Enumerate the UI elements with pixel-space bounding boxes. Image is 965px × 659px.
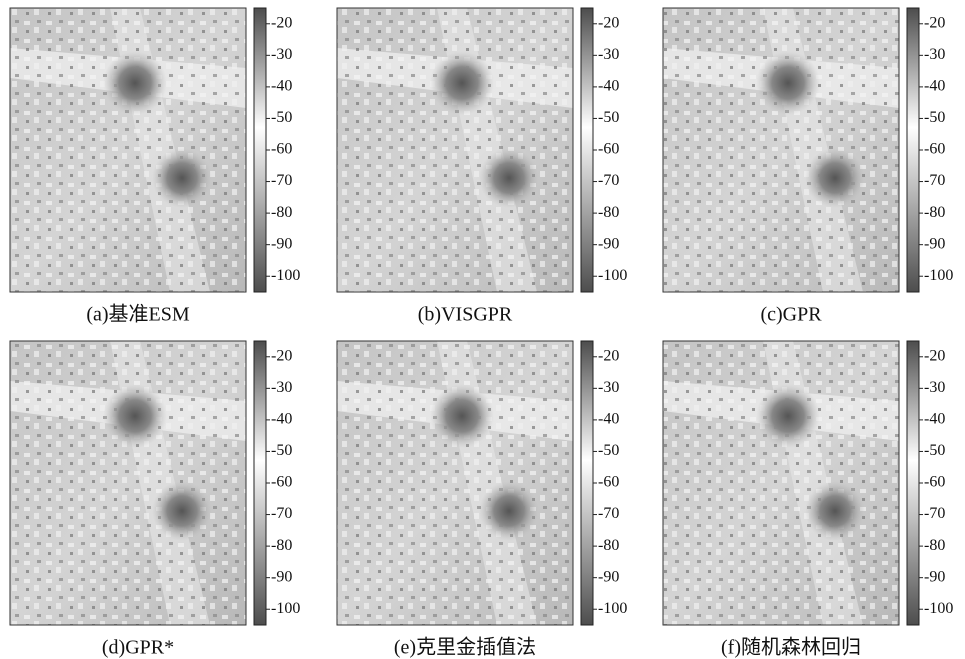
colorbar-tick-label: -40	[271, 411, 292, 428]
colorbar-tick-label: -40	[924, 78, 945, 95]
map-hotspot	[152, 148, 212, 208]
map-hotspot	[805, 481, 865, 541]
colorbar-tick-label: -50	[598, 109, 619, 126]
colorbar-tick-label: -90	[924, 568, 945, 585]
map-hotspot	[430, 384, 494, 448]
colorbar-tick-label: -80	[598, 537, 619, 554]
panel: -20 -30 -40 -50 -60 -70 -80 -90 -100 (d)GPR*	[10, 341, 300, 659]
colorbar-tick-label: -20	[271, 14, 292, 31]
colorbar	[254, 341, 266, 625]
map-hotspot	[479, 481, 539, 541]
colorbar-tick-label: -90	[598, 235, 619, 252]
colorbar-tick-label: -100	[598, 600, 627, 617]
colorbar-tick-label: -30	[598, 46, 619, 63]
colorbar-tick-label: -70	[598, 505, 619, 522]
panel-caption: (a)基准ESM	[86, 303, 190, 326]
map-hotspot	[756, 51, 820, 115]
panel: -20 -30 -40 -50 -60 -70 -80 -90 -100 (f)随机森林回归	[663, 341, 953, 659]
colorbar-tick-label: -30	[271, 379, 292, 396]
colorbar-tick-label: -90	[271, 235, 292, 252]
map-buildings	[663, 8, 899, 292]
map-hotspot	[103, 51, 167, 115]
map-buildings	[663, 341, 899, 625]
colorbar-tick-label: -70	[924, 172, 945, 189]
colorbar-tick-label: -60	[271, 141, 292, 158]
colorbar-tick-label: -70	[598, 172, 619, 189]
colorbar-tick-label: -60	[924, 141, 945, 158]
colorbar-tick-label: -100	[924, 267, 953, 284]
colorbar-tick-label: -90	[598, 568, 619, 585]
colorbar-tick-label: -20	[598, 14, 619, 31]
colorbar-tick-label: -80	[271, 537, 292, 554]
colorbar-tick-label: -100	[271, 600, 300, 617]
colorbar-tick-label: -100	[924, 600, 953, 617]
colorbar-tick-label: -50	[598, 442, 619, 459]
panel: -20 -30 -40 -50 -60 -70 -80 -90 -100 (a)基准ESM	[10, 8, 300, 326]
panel-caption: (d)GPR*	[102, 637, 174, 659]
figure: -20-30-40-50-60-70-80-90-100(a)基准ESM-20-…	[0, 0, 965, 659]
map-hotspot	[479, 148, 539, 208]
colorbar-tick-label: -60	[924, 474, 945, 491]
colorbar-tick-label: -30	[598, 379, 619, 396]
map-buildings	[10, 341, 246, 625]
colorbar	[581, 8, 593, 292]
colorbar-tick-label: -80	[598, 204, 619, 221]
map-buildings	[10, 8, 246, 292]
panel: -20 -30 -40 -50 -60 -70 -80 -90 -100 (e)克里金插值法	[337, 341, 627, 659]
colorbar-tick-label: -60	[271, 474, 292, 491]
colorbar-tick-label: -40	[598, 411, 619, 428]
panel-caption: (c)GPR	[760, 304, 822, 326]
colorbar-tick-label: -30	[924, 379, 945, 396]
colorbar-tick-label: -20	[924, 14, 945, 31]
colorbar-tick-label: -60	[598, 474, 619, 491]
map-buildings	[337, 8, 573, 292]
panel-caption: (b)VISGPR	[418, 304, 513, 326]
colorbar-tick-label: -100	[598, 267, 627, 284]
colorbar-tick-label: -30	[271, 46, 292, 63]
colorbar-tick-label: -80	[924, 537, 945, 554]
colorbar-tick-label: -50	[271, 109, 292, 126]
colorbar-tick-label: -80	[271, 204, 292, 221]
colorbar-tick-label: -50	[271, 442, 292, 459]
panel-caption: (e)克里金插值法	[394, 636, 536, 659]
colorbar-tick-label: -20	[598, 347, 619, 364]
colorbar-tick-label: -100	[271, 267, 300, 284]
colorbar-tick-label: -40	[271, 78, 292, 95]
panel: -20 -30 -40 -50 -60 -70 -80 -90 -100 (c)GPR	[663, 8, 953, 326]
colorbar-tick-label: -70	[271, 172, 292, 189]
colorbar-tick-label: -20	[924, 347, 945, 364]
map-hotspot	[756, 384, 820, 448]
colorbar-tick-label: -70	[924, 505, 945, 522]
colorbar	[581, 341, 593, 625]
colorbar	[907, 341, 919, 625]
colorbar-tick-label: -80	[924, 204, 945, 221]
panel-caption: (f)随机森林回归	[721, 636, 861, 659]
colorbar-tick-label: -60	[598, 141, 619, 158]
map-hotspot	[430, 51, 494, 115]
colorbar-tick-label: -90	[271, 568, 292, 585]
colorbar-tick-label: -40	[598, 78, 619, 95]
colorbar	[254, 8, 266, 292]
colorbar-tick-label: -90	[924, 235, 945, 252]
colorbar-tick-label: -50	[924, 109, 945, 126]
map-hotspot	[805, 148, 865, 208]
panel: -20 -30 -40 -50 -60 -70 -80 -90 -100 (b)VISGPR	[337, 8, 627, 326]
colorbar-tick-label: -40	[924, 411, 945, 428]
colorbar-tick-label: -70	[271, 505, 292, 522]
map-hotspot	[152, 481, 212, 541]
colorbar-tick-label: -20	[271, 347, 292, 364]
map-buildings	[337, 341, 573, 625]
colorbar-tick-label: -50	[924, 442, 945, 459]
map-hotspot	[103, 384, 167, 448]
colorbar	[907, 8, 919, 292]
colorbar-tick-label: -30	[924, 46, 945, 63]
